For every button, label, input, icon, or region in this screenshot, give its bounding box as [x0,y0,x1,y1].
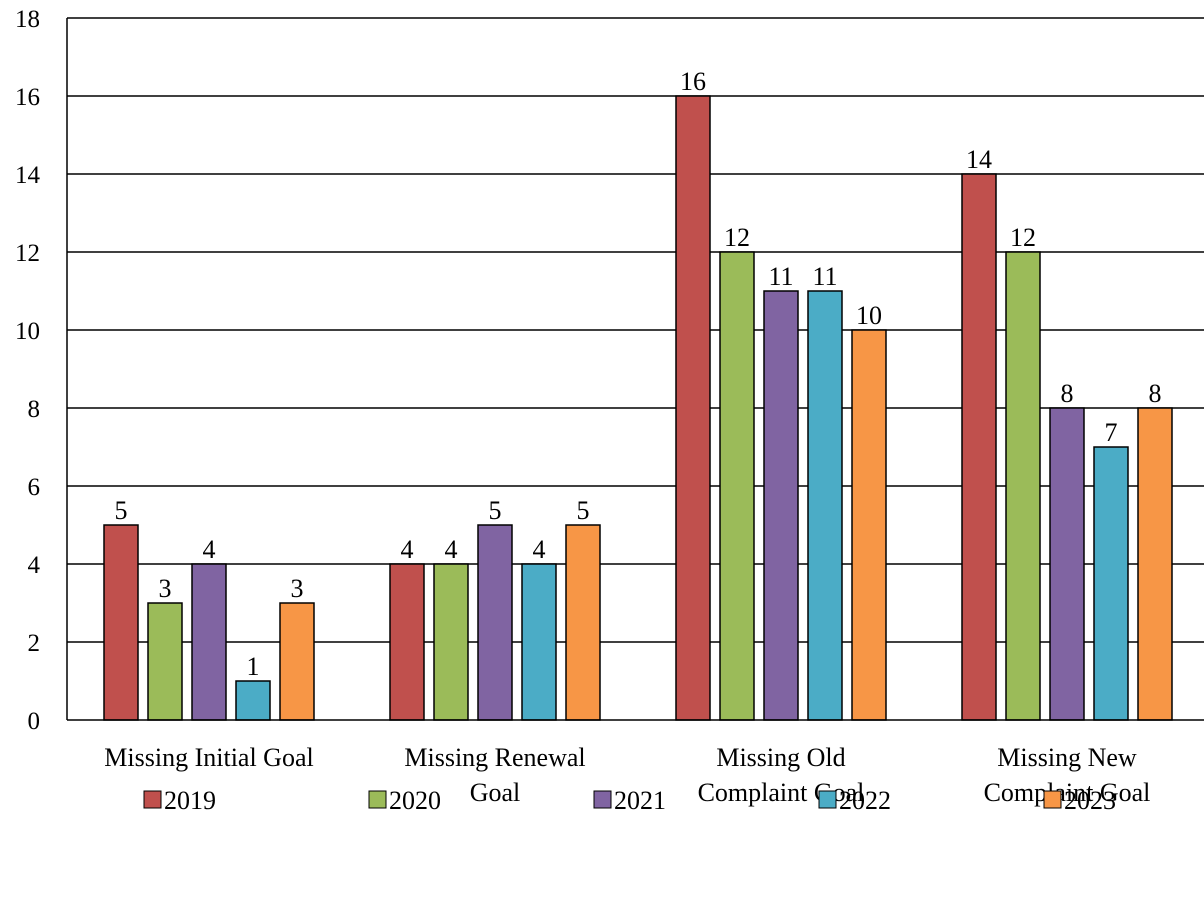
y-tick-label: 10 [15,318,40,345]
data-label: 4 [401,535,414,564]
data-label: 10 [856,301,882,330]
gridlines [67,17,1204,643]
bar-2020 [147,602,183,721]
bar-2019 [389,563,425,721]
y-tick-label: 6 [28,474,41,501]
x-category-label: Complaint Goal [698,778,865,807]
bar-2021 [191,563,227,721]
bar-2021 [1049,407,1085,721]
y-tick-label: 4 [28,552,41,579]
y-tick-label: 16 [15,84,40,111]
bar-2022 [807,290,843,721]
y-tick-label: 8 [28,396,41,423]
legend: 2019 2020 2021 2022 2023 [143,786,1116,815]
y-tick-label: 12 [15,240,40,267]
legend-swatch-2019 [143,790,162,809]
legend-label: 2019 [164,786,216,815]
legend-swatch-2020 [368,790,387,809]
x-category-label: Missing Renewal [404,743,585,772]
bar-2019 [961,173,997,721]
bar-2023 [851,329,887,721]
y-tick-label: 2 [28,630,41,657]
x-category-label: Goal [470,778,521,807]
data-label: 12 [1010,223,1036,252]
bar-2022 [1093,446,1129,721]
data-label: 4 [533,535,546,564]
data-label: 12 [724,223,750,252]
data-label: 14 [966,145,992,174]
legend-label: 2022 [839,786,891,815]
data-label: 5 [489,496,502,525]
data-label: 8 [1149,379,1162,408]
data-label: 3 [159,574,172,603]
data-label: 8 [1061,379,1074,408]
y-tick-label: 18 [15,6,40,33]
x-category-label: Missing New [997,743,1137,772]
bar-2020 [719,251,755,721]
x-category-label: Missing Old [716,743,845,772]
legend-swatch-2022 [818,790,837,809]
bar-2021 [477,524,513,721]
legend-swatch-2021 [593,790,612,809]
data-label: 11 [768,262,793,291]
x-category-label: Complaint Goal [984,778,1151,807]
bar-2019 [675,95,711,721]
bar-2022 [235,680,271,721]
x-category-label: Missing Initial Goal [104,743,313,772]
bar-2023 [1137,407,1173,721]
legend-label: 2023 [1064,786,1116,815]
y-axis: 0 2 4 6 8 10 12 14 16 18 [15,6,68,735]
bar-2022 [521,563,557,721]
legend-label: 2020 [389,786,441,815]
bar-2020 [433,563,469,721]
data-label: 5 [577,496,590,525]
bar-2021 [763,290,799,721]
data-label: 3 [291,574,304,603]
data-label: 1 [247,652,260,681]
legend-swatch-2023 [1043,790,1062,809]
data-label: 4 [203,535,216,564]
data-label: 7 [1105,418,1118,447]
legend-label: 2021 [614,786,666,815]
data-label: 11 [812,262,837,291]
x-axis: Missing Initial Goal Missing Renewal Goal M… [67,719,1204,807]
bar-2019 [103,524,139,721]
y-tick-label: 0 [28,708,41,735]
bar-2020 [1005,251,1041,721]
y-tick-label: 14 [15,162,41,189]
bar-2023 [565,524,601,721]
data-label: 4 [445,535,458,564]
data-label: 5 [115,496,128,525]
data-label: 16 [680,67,706,96]
bar-2023 [279,602,315,721]
